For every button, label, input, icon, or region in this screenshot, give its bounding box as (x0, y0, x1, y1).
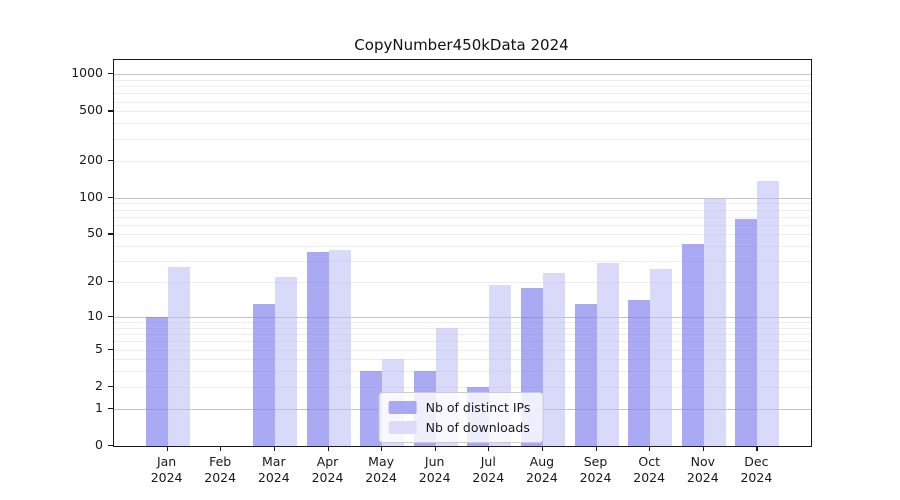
minor-gridline (114, 334, 811, 336)
minor-gridline (114, 111, 811, 113)
x-tick-label: Feb 2024 (204, 454, 237, 485)
y-tick (108, 110, 113, 112)
x-tick (649, 446, 651, 451)
minor-gridline (114, 341, 811, 343)
y-tick-label: 500 (79, 102, 103, 118)
minor-gridline (114, 322, 811, 324)
minor-gridline (114, 371, 811, 373)
y-tick (108, 407, 113, 409)
x-tick (702, 446, 704, 451)
y-tick (108, 159, 113, 161)
minor-gridline (114, 160, 811, 162)
downloads-swatch-icon (388, 421, 417, 434)
x-tick-label: Aug 2024 (525, 454, 558, 485)
y-tick-label: 5 (95, 340, 103, 356)
bar-downloads-oct (650, 268, 673, 446)
x-tick (166, 446, 168, 451)
x-tick-label: Mar 2024 (257, 454, 290, 485)
y-tick (108, 233, 113, 235)
minor-gridline (114, 79, 811, 81)
bar-downloads-dec (757, 181, 780, 446)
minor-gridline (114, 138, 811, 140)
x-tick-label: Oct 2024 (633, 454, 666, 485)
x-tick-label: Nov 2024 (686, 454, 719, 485)
y-tick-label: 200 (79, 151, 103, 167)
bar-downloads-nov (703, 197, 726, 446)
x-tick-label: Dec 2024 (740, 454, 773, 485)
bar-distinct-ips-jan (145, 316, 168, 446)
y-tick-label: 1000 (71, 65, 103, 81)
bar-downloads-sep (596, 262, 619, 446)
minor-gridline (114, 203, 811, 205)
bar-downloads-jan (167, 266, 190, 446)
x-tick (488, 446, 490, 451)
plot-area (113, 59, 812, 447)
bar-distinct-ips-mar (252, 303, 275, 446)
minor-gridline (114, 224, 811, 226)
minor-gridline (114, 86, 811, 88)
legend-label: Nb of distinct IPs (425, 400, 531, 415)
x-tick (595, 446, 597, 451)
bar-downloads-aug (542, 272, 565, 446)
bar-distinct-ips-apr (306, 251, 329, 446)
x-tick (220, 446, 222, 451)
x-tick-label: Jul 2024 (472, 454, 505, 485)
y-tick-label: 50 (87, 225, 103, 241)
y-tick-label: 20 (87, 273, 103, 289)
minor-gridline (114, 261, 811, 263)
y-tick (108, 348, 113, 350)
minor-gridline (114, 349, 811, 351)
y-tick (108, 445, 113, 447)
y-tick (108, 385, 113, 388)
x-tick-label: Sep 2024 (579, 454, 612, 485)
minor-gridline (114, 93, 811, 95)
y-tick-label: 2 (95, 377, 103, 393)
y-tick (108, 73, 113, 75)
bar-downloads-mar (274, 277, 297, 446)
bar-distinct-ips-oct (628, 300, 651, 446)
minor-gridline (114, 327, 811, 329)
major-gridline (114, 74, 811, 76)
x-tick (327, 446, 329, 451)
bar-distinct-ips-sep (574, 303, 597, 446)
minor-gridline (114, 386, 811, 388)
minor-gridline (114, 359, 811, 361)
y-tick (108, 315, 113, 318)
y-tick-label: 10 (87, 307, 103, 323)
x-tick-label: May 2024 (365, 454, 397, 485)
minor-gridline (114, 209, 811, 211)
bar-distinct-ips-dec (735, 218, 758, 446)
distinct-ips-swatch-icon (388, 401, 417, 414)
minor-gridline (114, 216, 811, 218)
minor-gridline (114, 234, 811, 236)
legend-item-distinct-ips: Nb of distinct IPs (388, 400, 531, 415)
legend-item-downloads: Nb of downloads (388, 420, 531, 435)
x-tick (756, 446, 758, 451)
y-tick (108, 196, 113, 198)
y-tick (108, 281, 113, 283)
minor-gridline (114, 123, 811, 125)
x-tick (541, 446, 544, 451)
legend-label: Nb of downloads (425, 420, 530, 435)
x-tick (381, 446, 383, 451)
major-gridline (114, 316, 811, 318)
bar-downloads-apr (328, 250, 351, 446)
minor-gridline (114, 101, 811, 103)
bar-distinct-ips-nov (681, 243, 704, 446)
y-tick-label: 100 (79, 188, 103, 204)
y-tick-label: 0 (95, 437, 103, 452)
x-tick (434, 446, 436, 451)
minor-gridline (114, 282, 811, 284)
y-tick-label: 1 (95, 399, 103, 415)
chart-title: CopyNumber450kData 2024 (354, 36, 569, 54)
x-tick (273, 446, 275, 451)
minor-gridline (114, 246, 811, 248)
legend: Nb of distinct IPs Nb of downloads (378, 392, 544, 443)
bar-distinct-ips-may (360, 371, 383, 446)
x-tick-label: Jun 2024 (418, 454, 451, 485)
x-tick-label: Apr 2024 (311, 454, 344, 485)
x-tick-label: Jan 2024 (150, 454, 183, 485)
major-gridline (114, 197, 811, 199)
